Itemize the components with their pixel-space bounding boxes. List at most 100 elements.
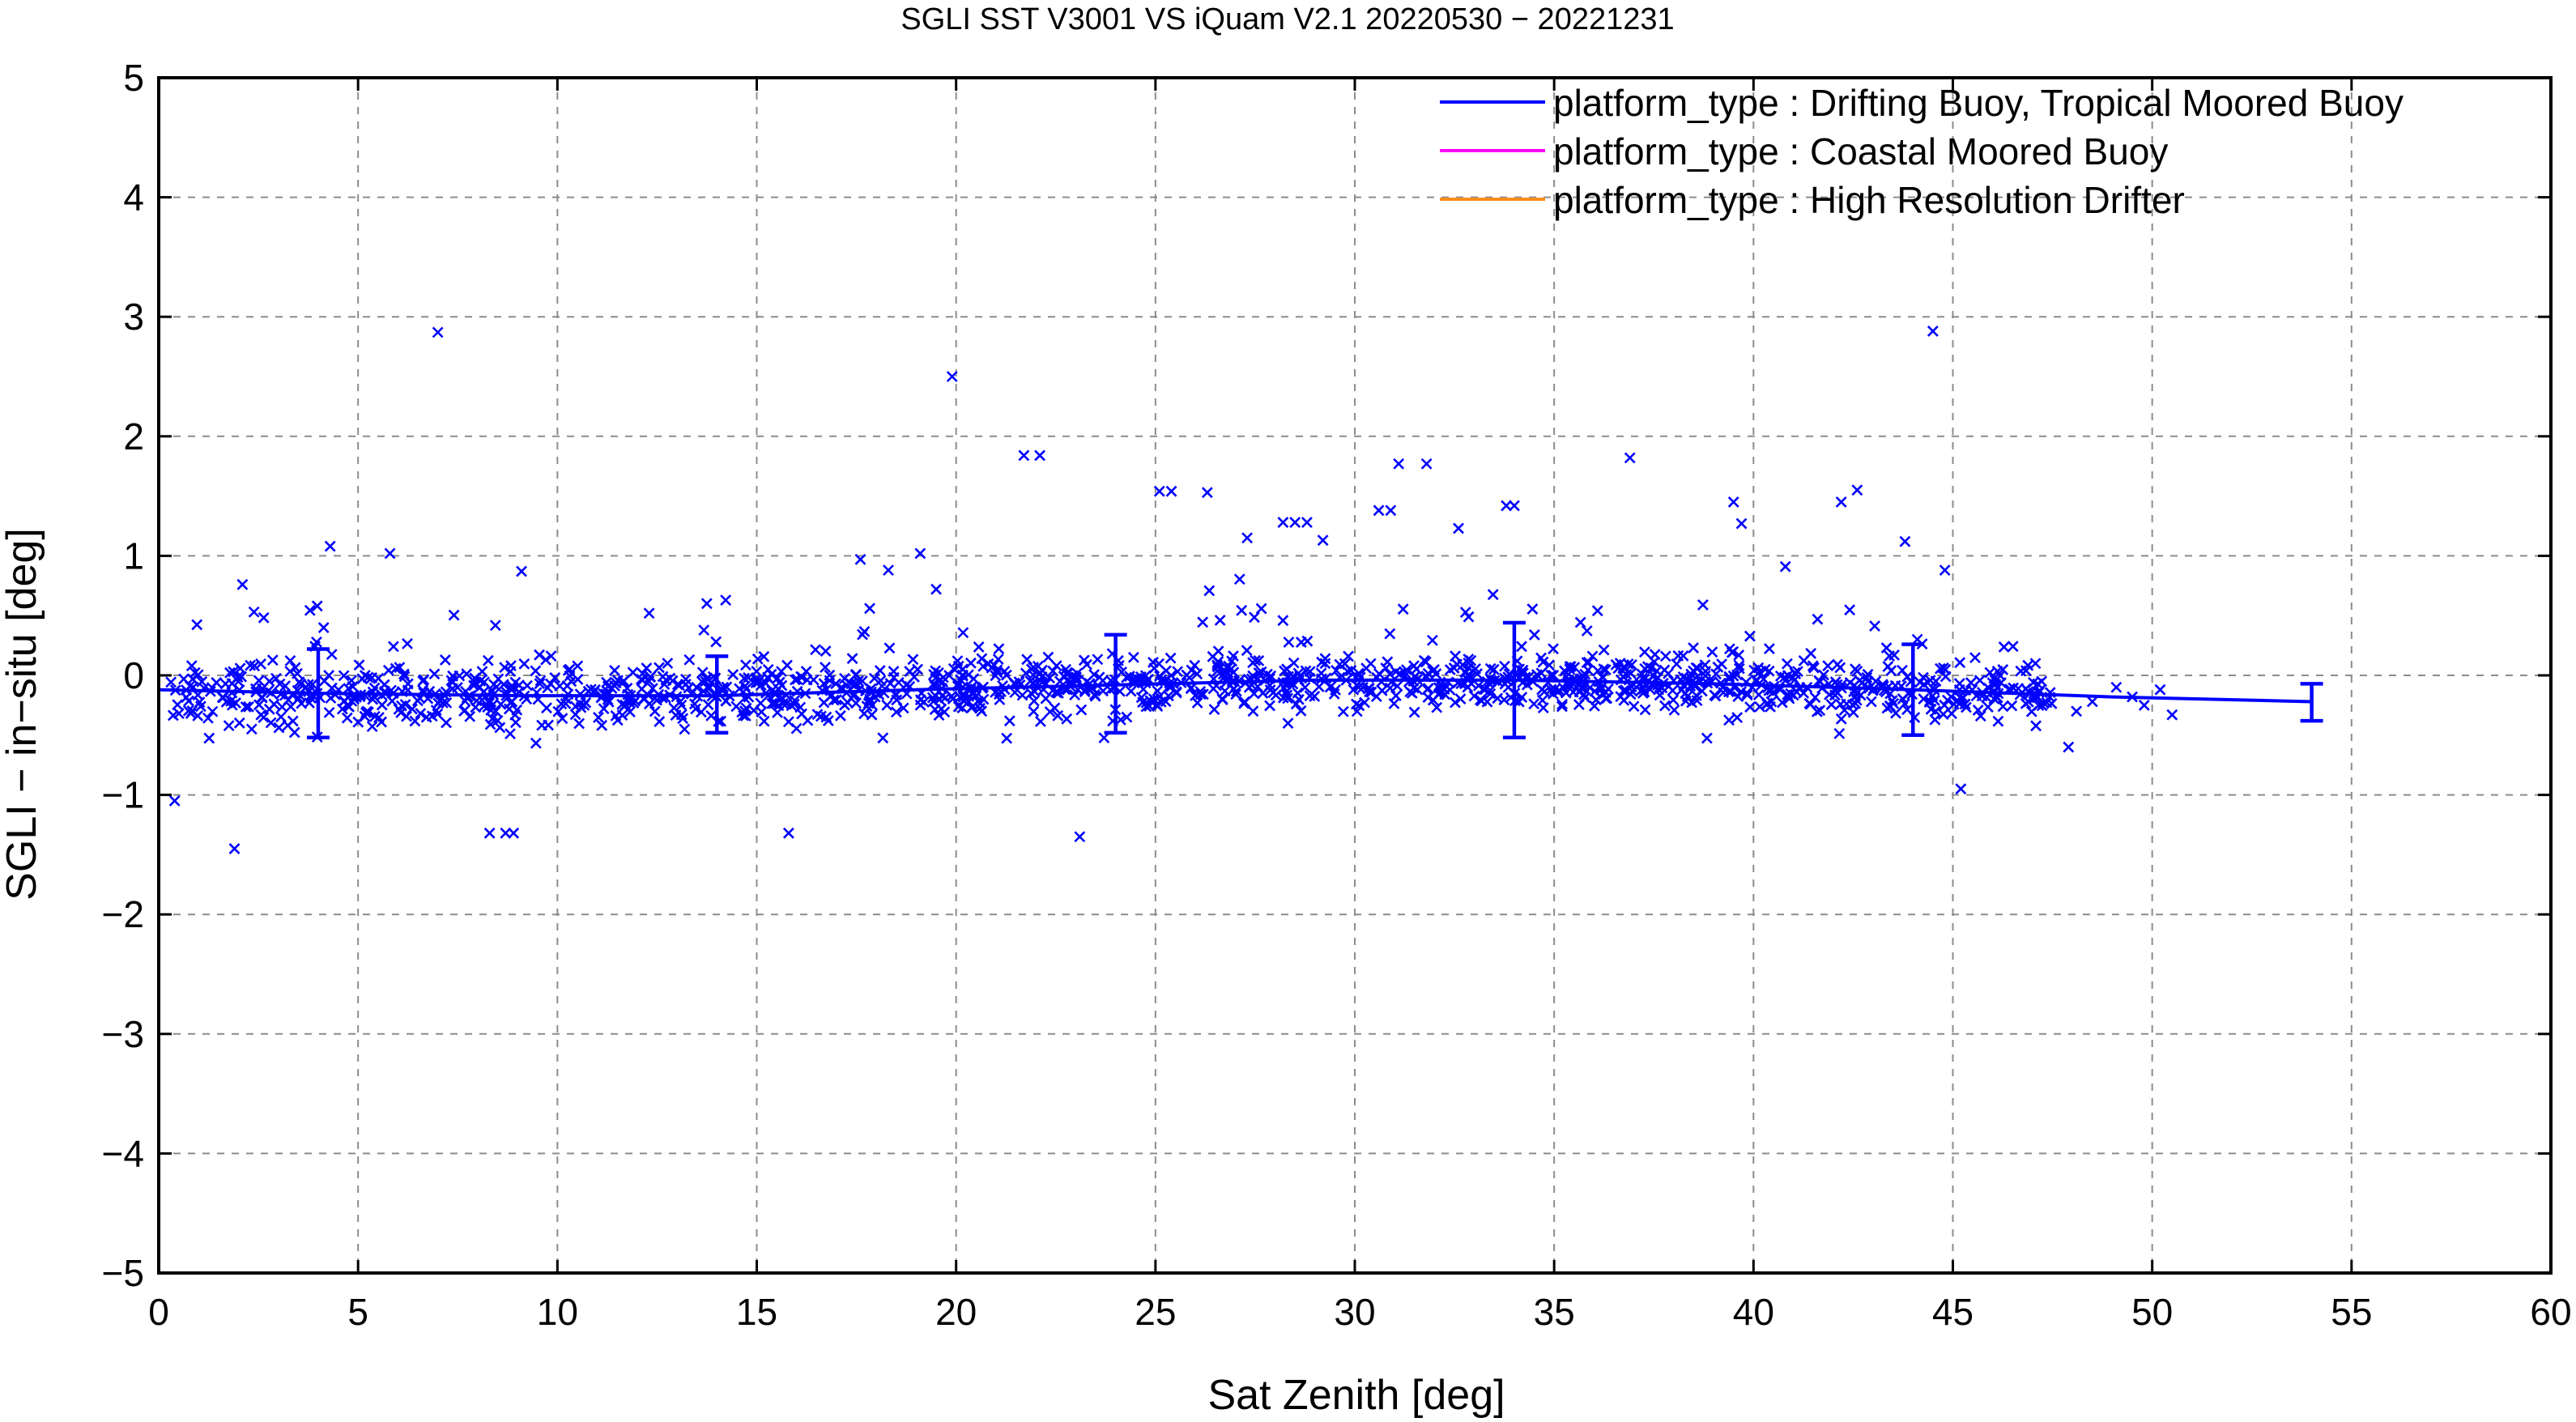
scatter-point xyxy=(1986,677,1999,689)
scatter-point xyxy=(428,668,441,680)
scatter-point xyxy=(2071,705,2083,717)
scatter-point xyxy=(1484,688,1497,700)
scatter-point xyxy=(1556,698,1569,710)
scatter-point xyxy=(1576,682,1587,694)
x-axis-title: Sat Zenith [deg] xyxy=(1207,1372,1505,1419)
scatter-point xyxy=(1516,641,1527,653)
scatter-point xyxy=(727,669,739,681)
scatter-point xyxy=(1598,644,1610,656)
scatter-point xyxy=(243,700,254,713)
scatter-point xyxy=(1137,683,1149,696)
scatter-point xyxy=(359,710,371,722)
scatter-point xyxy=(1548,683,1561,696)
scatter-point xyxy=(1201,487,1213,499)
scatter-point xyxy=(1835,496,1847,508)
scatter-point xyxy=(1767,687,1779,699)
scatter-point xyxy=(1147,656,1159,668)
scatter-point xyxy=(956,670,969,682)
scatter-point xyxy=(366,672,378,683)
scatter-point xyxy=(293,676,305,688)
scatter-point xyxy=(1619,662,1631,674)
scatter-point xyxy=(701,672,713,684)
scatter-point xyxy=(1125,685,1137,697)
scatter-point xyxy=(415,708,427,720)
scatter-point xyxy=(448,609,460,621)
scatter-point xyxy=(2086,696,2098,708)
scatter-point xyxy=(1733,659,1745,671)
legend-label-coastal: platform_type : Coastal Moored Buoy xyxy=(1553,130,2168,172)
scatter-point xyxy=(1659,700,1671,712)
scatter-point xyxy=(1825,699,1837,710)
scatter-point xyxy=(1701,732,1713,744)
scatter-point xyxy=(549,671,561,683)
scatter-point xyxy=(540,654,551,666)
scatter-point xyxy=(963,696,975,708)
scatter-point xyxy=(1309,691,1321,702)
scatter-point xyxy=(1295,705,1307,717)
scatter-point xyxy=(191,619,203,631)
scatter-point xyxy=(1208,704,1220,716)
y-axis-title: SGLI − in−situ [deg] xyxy=(0,528,45,900)
scatter-point xyxy=(1499,660,1510,672)
scatter-point xyxy=(1238,696,1250,708)
scatter-point xyxy=(1277,692,1289,704)
scatter-point xyxy=(165,676,177,688)
x-tick-label: 30 xyxy=(1334,1291,1375,1333)
scatter-point xyxy=(1436,681,1448,693)
scatter-point xyxy=(901,679,913,691)
y-tick-label: −5 xyxy=(102,1252,144,1294)
scatter-point xyxy=(1241,645,1253,657)
scatter-point xyxy=(601,676,612,688)
scatter-point xyxy=(1579,668,1591,680)
scatter-point xyxy=(407,703,418,715)
scatter-point xyxy=(992,654,1004,666)
scatter-point xyxy=(1610,658,1622,671)
scatter-point xyxy=(276,701,288,713)
scatter-point xyxy=(1475,694,1486,706)
scatter-point xyxy=(384,547,396,560)
scatter-point xyxy=(866,699,879,711)
x-tick-label: 10 xyxy=(537,1291,578,1333)
scatter-point xyxy=(398,668,410,680)
scatter-point xyxy=(968,673,980,685)
scatter-point xyxy=(609,680,621,692)
scatter-point xyxy=(1098,732,1110,744)
scatter-point xyxy=(1385,505,1397,517)
scatter-point xyxy=(432,697,445,709)
scatter-point xyxy=(883,564,894,577)
scatter-point xyxy=(897,702,909,714)
scatter-point xyxy=(1812,613,1824,625)
scatter-point xyxy=(796,708,807,720)
scatter-point xyxy=(500,827,512,839)
legend-label-hr-drifter: platform_type : High Resolution Drifter xyxy=(1553,179,2185,221)
scatter-point xyxy=(1444,664,1456,675)
scatter-point xyxy=(700,598,713,610)
scatter-point xyxy=(211,677,223,688)
scatter-point xyxy=(654,662,665,674)
scatter-point xyxy=(1147,693,1160,705)
scatter-point xyxy=(789,674,801,686)
scatter-point xyxy=(270,672,282,684)
scatter-point xyxy=(740,659,752,671)
scatter-point xyxy=(245,723,258,735)
scatter-point xyxy=(1191,697,1203,709)
scatter-point xyxy=(612,675,624,687)
scatter-point xyxy=(1255,602,1267,615)
scatter-point xyxy=(2020,697,2032,709)
scatter-point xyxy=(311,636,322,648)
scatter-point xyxy=(820,662,831,673)
scatter-point xyxy=(253,675,265,687)
scatter-point xyxy=(789,695,801,706)
scatter-point xyxy=(845,678,858,690)
scatter-point xyxy=(758,650,770,662)
scatter-point xyxy=(705,709,717,722)
scatter-point xyxy=(1833,727,1846,739)
y-tick-label: 4 xyxy=(123,177,144,219)
y-tick-labels: −5 −4 −3 −2 −1 0 1 2 3 4 5 xyxy=(102,57,144,1294)
scatter-point xyxy=(545,650,557,662)
scatter-point xyxy=(758,715,770,727)
scatter-point xyxy=(394,662,406,674)
scatter-point xyxy=(670,709,682,722)
scatter-point xyxy=(593,712,604,723)
scatter-point xyxy=(717,681,730,693)
